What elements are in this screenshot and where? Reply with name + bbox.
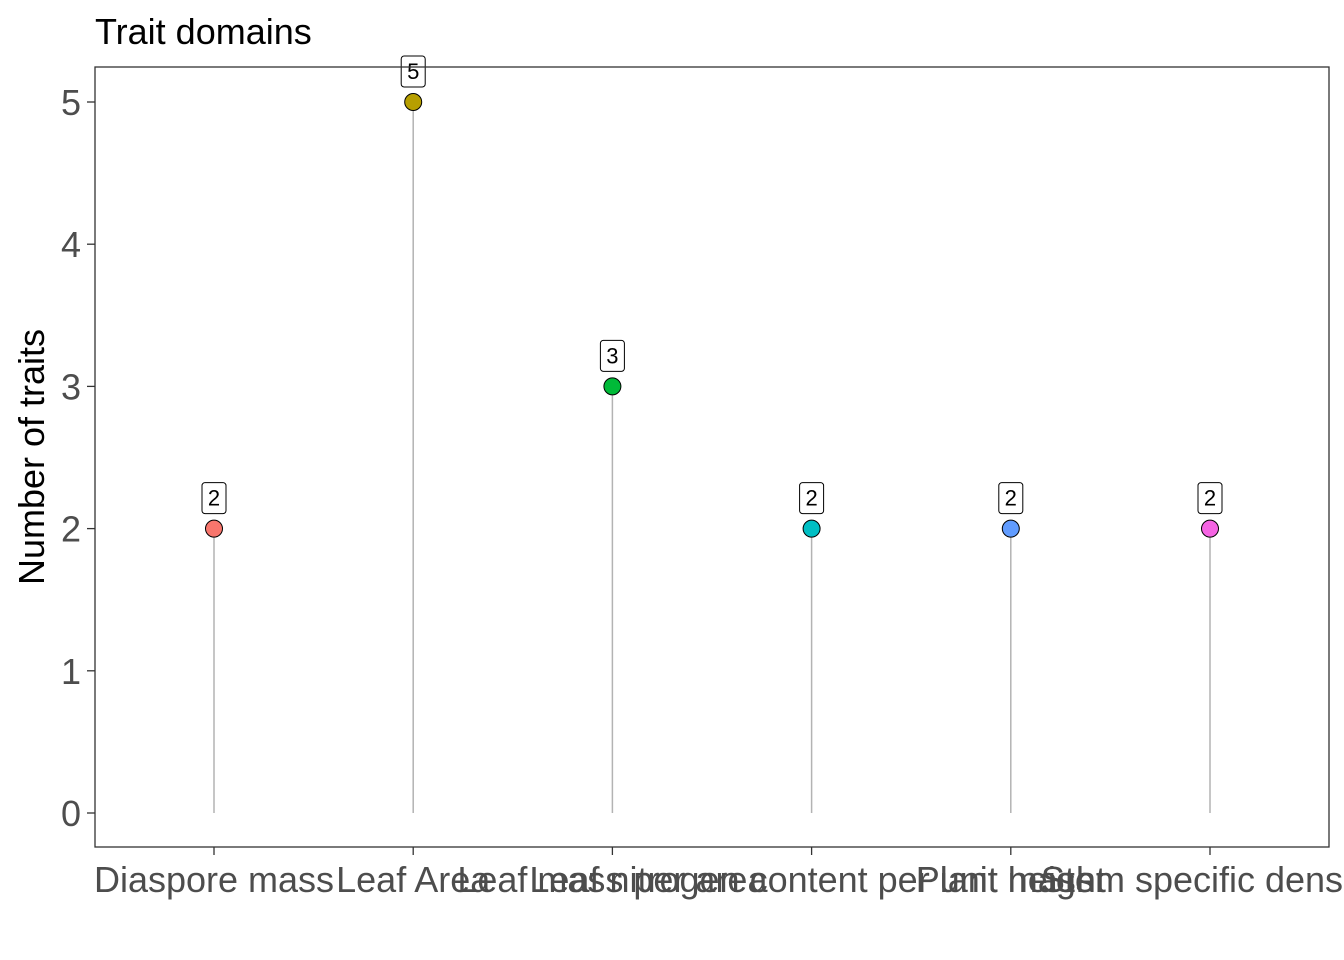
chart-title: Trait domains — [95, 11, 312, 52]
y-axis: 0 1 2 3 4 5 — [61, 82, 95, 834]
x-tick-label: Leaf nitrogen content per unit mass — [529, 859, 1093, 900]
data-label-box — [799, 482, 825, 515]
y-tick-label: 2 — [61, 509, 81, 550]
data-label: 2 — [1005, 486, 1017, 511]
data-label-box — [599, 339, 625, 372]
x-tick-label: Leaf Area — [336, 859, 491, 900]
lollipop-point — [603, 377, 622, 396]
lollipop-point — [404, 93, 423, 111]
lollipop-point — [1201, 519, 1219, 538]
x-tick-label: Plant height — [916, 859, 1106, 900]
lollipop-point — [205, 519, 223, 538]
data-label: 2 — [805, 486, 817, 511]
lollipop-point — [802, 519, 821, 538]
y-tick-label: 0 — [61, 793, 81, 834]
data-label: 2 — [208, 486, 220, 511]
x-tick-label: Diaspore mass — [94, 859, 334, 900]
data-label-box — [1197, 482, 1223, 515]
lollipop-point — [1001, 519, 1020, 538]
data-label: 2 — [1204, 486, 1216, 511]
y-tick-label: 4 — [61, 224, 81, 265]
data-label: 3 — [606, 343, 618, 368]
plot-panel — [94, 66, 1330, 848]
data-label-box — [400, 55, 426, 88]
y-tick-label: 1 — [61, 651, 81, 692]
data-label-box — [201, 482, 227, 515]
data-label: 5 — [407, 59, 419, 84]
y-tick-label: 5 — [61, 82, 81, 123]
data-label-box — [998, 482, 1024, 515]
y-tick-label: 3 — [61, 366, 81, 407]
x-tick-label: Leaf mass per area — [457, 859, 768, 900]
data-marks: 2 5 3 2 2 2 — [201, 55, 1223, 813]
x-tick-label: Stem specific density — [1041, 859, 1344, 900]
y-axis-title: Number of traits — [11, 329, 52, 585]
